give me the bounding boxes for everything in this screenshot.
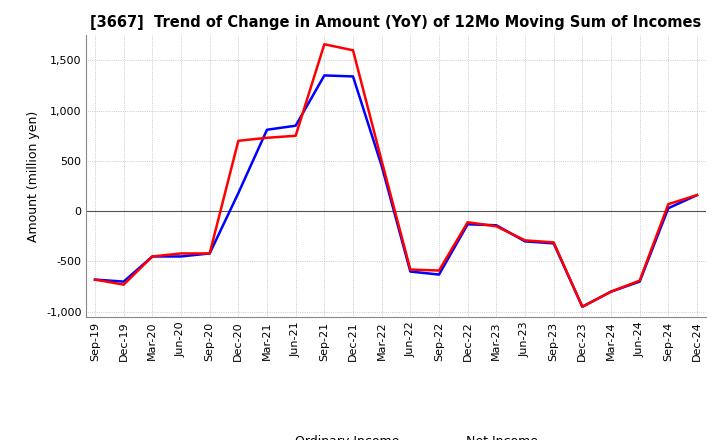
Ordinary Income (693, 192, 701, 198)
Ordinary Income (205, 251, 214, 256)
Ordinary Income (234, 191, 243, 196)
Net Income (292, 133, 300, 139)
Net Income (176, 251, 185, 256)
Ordinary Income (176, 254, 185, 259)
Net Income (348, 48, 357, 53)
Ordinary Income (406, 269, 415, 274)
Net Income (205, 251, 214, 256)
Ordinary Income (635, 279, 644, 284)
Ordinary Income (263, 127, 271, 132)
Net Income (492, 224, 500, 229)
Net Income (91, 277, 99, 282)
Line: Ordinary Income: Ordinary Income (95, 75, 697, 307)
Net Income (435, 268, 444, 273)
Ordinary Income (492, 223, 500, 228)
Ordinary Income (464, 222, 472, 227)
Ordinary Income (320, 73, 328, 78)
Net Income (693, 192, 701, 198)
Ordinary Income (91, 277, 99, 282)
Line: Net Income: Net Income (95, 44, 697, 307)
Net Income (664, 202, 672, 207)
Ordinary Income (607, 289, 616, 294)
Ordinary Income (148, 254, 157, 259)
Ordinary Income (120, 279, 128, 284)
Ordinary Income (549, 241, 558, 246)
Net Income (635, 278, 644, 283)
Ordinary Income (435, 272, 444, 277)
Net Income (549, 240, 558, 245)
Net Income (406, 267, 415, 272)
Ordinary Income (377, 163, 386, 169)
Net Income (148, 254, 157, 259)
Net Income (377, 158, 386, 164)
Y-axis label: Amount (million yen): Amount (million yen) (27, 110, 40, 242)
Net Income (578, 304, 587, 309)
Net Income (234, 138, 243, 143)
Net Income (263, 135, 271, 140)
Ordinary Income (578, 304, 587, 309)
Ordinary Income (521, 239, 529, 244)
Ordinary Income (348, 74, 357, 79)
Ordinary Income (292, 123, 300, 128)
Net Income (464, 220, 472, 225)
Net Income (320, 42, 328, 47)
Net Income (607, 289, 616, 294)
Ordinary Income (664, 205, 672, 211)
Legend: Ordinary Income, Net Income: Ordinary Income, Net Income (249, 430, 543, 440)
Title: [3667]  Trend of Change in Amount (YoY) of 12Mo Moving Sum of Incomes: [3667] Trend of Change in Amount (YoY) o… (91, 15, 701, 30)
Net Income (120, 282, 128, 287)
Net Income (521, 238, 529, 243)
